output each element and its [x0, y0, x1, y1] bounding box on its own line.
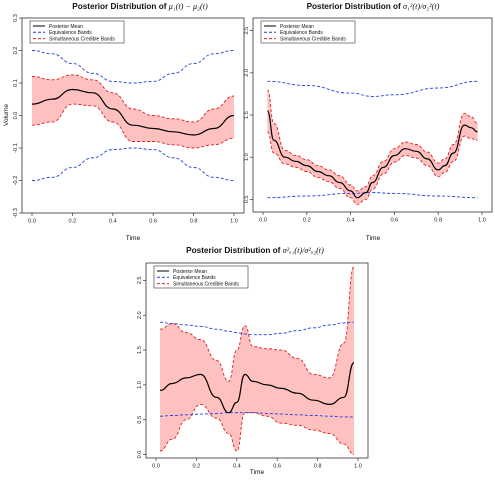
- x-tick-label: 0.4: [109, 219, 117, 225]
- x-tick-label: 0.6: [273, 464, 281, 470]
- equivalence-band-lower: [267, 192, 478, 199]
- chart-title: Posterior Distribution of σ²ₐ₁(t)/σ²ₐ₂(t…: [186, 246, 324, 255]
- x-tick-label: 0.8: [314, 464, 322, 470]
- credible-band-upper: [159, 266, 355, 382]
- y-tick-label: 0.5: [137, 416, 143, 424]
- x-tick-label: 1.0: [354, 464, 362, 470]
- x-tick-label: 0.0: [152, 464, 160, 470]
- y-axis-label: Volume: [3, 104, 10, 126]
- x-tick-label: 0.0: [259, 218, 267, 224]
- legend-label: Simultaneous Credible Bands: [280, 36, 346, 42]
- x-tick-label: 0.8: [190, 219, 198, 225]
- x-tick-label: 0.4: [347, 218, 355, 224]
- legend-box: [260, 20, 356, 44]
- x-tick-label: 0.2: [303, 218, 311, 224]
- x-tick-label: 1.0: [230, 219, 238, 225]
- x-axis-label: Time: [126, 235, 141, 242]
- y-tick-label: 1.5: [244, 111, 250, 119]
- x-tick-label: 1.0: [478, 218, 486, 224]
- legend-label: Simultaneous Credible Bands: [173, 281, 239, 287]
- x-tick-label: 0.6: [391, 218, 399, 224]
- posterior-mean-line: [31, 88, 235, 136]
- y-tick-label: 1.0: [244, 153, 250, 161]
- chart-title: Posterior Distribution of μ₁(t) − μ₂(t): [72, 2, 208, 11]
- equivalence-band-lower: [159, 412, 354, 418]
- equivalence-band-upper: [159, 321, 355, 336]
- y-tick-label: 0.0: [137, 451, 143, 459]
- y-tick-label: 2.0: [244, 69, 250, 77]
- equivalence-band-lower: [31, 147, 235, 181]
- chart-panel-1: Posterior Distribution of μ₁(t) − μ₂(t) 0…: [3, 2, 245, 242]
- posterior-mean-line: [159, 362, 355, 414]
- legend-box: [29, 20, 125, 44]
- y-tick-label: 2.0: [137, 311, 143, 319]
- y-tick-label: -0.2: [13, 176, 19, 186]
- credible-band-fill: [160, 266, 354, 455]
- y-tick-label: 2.5: [244, 27, 250, 35]
- y-tick-label: 0.2: [13, 47, 19, 55]
- credible-band-lower: [266, 131, 478, 205]
- credible-band-lower: [31, 103, 235, 149]
- y-tick-label: 0.1: [13, 79, 19, 87]
- legend-label: Posterior Mean: [280, 24, 314, 30]
- legend-label: Equivalence Bands: [49, 30, 92, 36]
- posterior-mean-line: [266, 110, 478, 199]
- legend-label: Simultaneous Credible Bands: [49, 36, 115, 42]
- plot-frame: [145, 262, 369, 459]
- legend-label: Equivalence Bands: [280, 30, 323, 36]
- x-tick-label: 0.2: [193, 464, 201, 470]
- equivalence-band-upper: [267, 80, 478, 97]
- chart-panel-3: Posterior Distribution of σ²ₐ₁(t)/σ²ₐ₂(t…: [137, 246, 369, 476]
- legend-box: [153, 265, 249, 289]
- x-axis-label: Time: [366, 235, 381, 242]
- chart-title: Posterior Distribution of σ₁²(t)/σ₂²(t): [307, 2, 440, 11]
- credible-band-fill: [32, 74, 234, 148]
- y-tick-label: 0.0: [13, 112, 19, 120]
- x-tick-label: 0.2: [69, 219, 77, 225]
- x-tick-label: 0.8: [434, 218, 442, 224]
- x-tick-label: 0.6: [149, 219, 157, 225]
- x-tick-label: 0.4: [233, 464, 241, 470]
- legend-label: Equivalence Bands: [173, 275, 216, 281]
- y-tick-label: 1.5: [137, 346, 143, 354]
- y-tick-label: -0.1: [13, 143, 19, 153]
- chart-panel-2: Posterior Distribution of σ₁²(t)/σ₂²(t) 0…: [244, 2, 493, 242]
- credible-band-upper: [266, 89, 478, 192]
- y-tick-label: 0.5: [244, 195, 250, 203]
- legend-label: Posterior Mean: [49, 24, 83, 30]
- y-tick-label: -0.3: [13, 208, 19, 218]
- y-tick-label: 2.5: [137, 277, 143, 285]
- y-tick-label: 1.0: [137, 381, 143, 389]
- x-tick-label: 0.0: [28, 219, 36, 225]
- credible-band-lower: [159, 403, 355, 455]
- equivalence-band-upper: [31, 50, 235, 84]
- legend-label: Posterior Mean: [173, 269, 207, 275]
- y-tick-label: 0.3: [13, 14, 19, 22]
- x-axis-label: Time: [250, 469, 265, 476]
- credible-band-fill: [267, 89, 478, 205]
